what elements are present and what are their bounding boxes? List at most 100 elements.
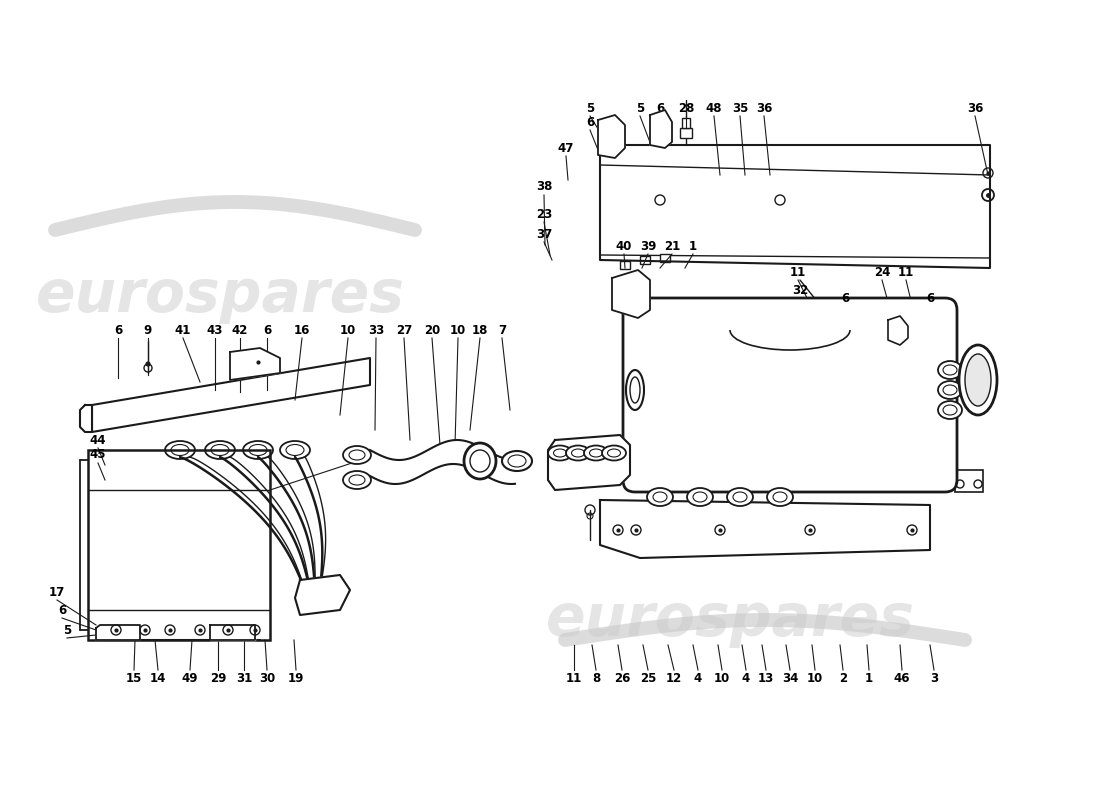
Circle shape [146, 362, 150, 366]
Ellipse shape [548, 446, 572, 461]
Text: 15: 15 [125, 671, 142, 685]
Polygon shape [600, 500, 930, 558]
Polygon shape [295, 575, 350, 615]
Text: eurospares: eurospares [546, 591, 914, 649]
Polygon shape [888, 316, 907, 345]
Text: 1: 1 [865, 671, 873, 685]
Ellipse shape [938, 381, 962, 399]
Text: 6: 6 [656, 102, 664, 114]
Text: 10: 10 [807, 671, 823, 685]
Text: 28: 28 [678, 102, 694, 114]
Bar [955, 470, 983, 492]
Text: 32: 32 [792, 283, 808, 297]
Text: 9: 9 [144, 323, 152, 337]
Ellipse shape [602, 446, 626, 461]
Bar [680, 128, 692, 138]
Bar [640, 256, 650, 264]
Text: 11: 11 [790, 266, 806, 278]
Ellipse shape [502, 451, 532, 471]
Text: 10: 10 [450, 323, 466, 337]
Ellipse shape [464, 443, 496, 479]
Polygon shape [230, 348, 280, 380]
Text: 19: 19 [288, 671, 305, 685]
Text: 42: 42 [232, 323, 249, 337]
Text: 37: 37 [536, 227, 552, 241]
Text: 36: 36 [967, 102, 983, 114]
Text: 8: 8 [592, 671, 601, 685]
Text: 46: 46 [893, 671, 911, 685]
Text: 4: 4 [741, 671, 750, 685]
Text: 26: 26 [614, 671, 630, 685]
Text: 29: 29 [210, 671, 227, 685]
Text: 13: 13 [758, 671, 774, 685]
Ellipse shape [938, 401, 962, 419]
Ellipse shape [965, 354, 991, 406]
Text: 39: 39 [640, 239, 657, 253]
Text: 6: 6 [263, 323, 271, 337]
Text: 10: 10 [340, 323, 356, 337]
Text: 36: 36 [756, 102, 772, 114]
Ellipse shape [626, 370, 644, 410]
Text: 34: 34 [782, 671, 799, 685]
Ellipse shape [938, 361, 962, 379]
Text: 6: 6 [840, 291, 849, 305]
Text: 2: 2 [839, 671, 847, 685]
Text: 6: 6 [926, 291, 934, 305]
Text: 10: 10 [714, 671, 730, 685]
Bar [620, 261, 630, 269]
Text: 4: 4 [694, 671, 702, 685]
Ellipse shape [647, 488, 673, 506]
Text: 18: 18 [472, 323, 488, 337]
Bar [818, 300, 838, 314]
Text: 27: 27 [396, 323, 412, 337]
Polygon shape [548, 435, 630, 490]
Polygon shape [210, 625, 255, 640]
Polygon shape [598, 115, 625, 158]
Text: 45: 45 [90, 449, 107, 462]
Bar [88, 450, 270, 640]
Text: 6: 6 [58, 603, 66, 617]
Polygon shape [650, 110, 672, 148]
Text: 43: 43 [207, 323, 223, 337]
FancyBboxPatch shape [623, 298, 957, 492]
Ellipse shape [959, 345, 997, 415]
Text: 3: 3 [930, 671, 938, 685]
Text: 24: 24 [873, 266, 890, 278]
Polygon shape [80, 405, 92, 432]
Bar [682, 118, 690, 128]
Bar [660, 254, 670, 262]
Ellipse shape [566, 446, 590, 461]
Ellipse shape [688, 488, 713, 506]
Polygon shape [96, 625, 140, 640]
Text: 14: 14 [150, 671, 166, 685]
Text: 33: 33 [367, 323, 384, 337]
Text: 31: 31 [235, 671, 252, 685]
Polygon shape [600, 145, 990, 268]
Text: 40: 40 [616, 239, 632, 253]
Text: eurospares: eurospares [35, 266, 405, 323]
Ellipse shape [343, 446, 371, 464]
Text: 47: 47 [558, 142, 574, 154]
Text: 21: 21 [664, 239, 680, 253]
Text: 44: 44 [90, 434, 107, 446]
Text: 5: 5 [63, 623, 72, 637]
Text: 20: 20 [424, 323, 440, 337]
Text: 6: 6 [114, 323, 122, 337]
Text: 16: 16 [294, 323, 310, 337]
Text: 1: 1 [689, 239, 697, 253]
Text: 7: 7 [498, 323, 506, 337]
Text: 22: 22 [344, 449, 360, 462]
Polygon shape [612, 270, 650, 318]
Ellipse shape [727, 488, 754, 506]
Ellipse shape [767, 488, 793, 506]
Text: 30: 30 [258, 671, 275, 685]
Text: 11: 11 [565, 671, 582, 685]
Text: 17: 17 [48, 586, 65, 599]
Text: 6: 6 [586, 115, 594, 129]
Text: 23: 23 [536, 207, 552, 221]
Text: 48: 48 [706, 102, 723, 114]
Text: 38: 38 [536, 181, 552, 194]
Text: 12: 12 [666, 671, 682, 685]
Text: 49: 49 [182, 671, 198, 685]
Text: 35: 35 [732, 102, 748, 114]
